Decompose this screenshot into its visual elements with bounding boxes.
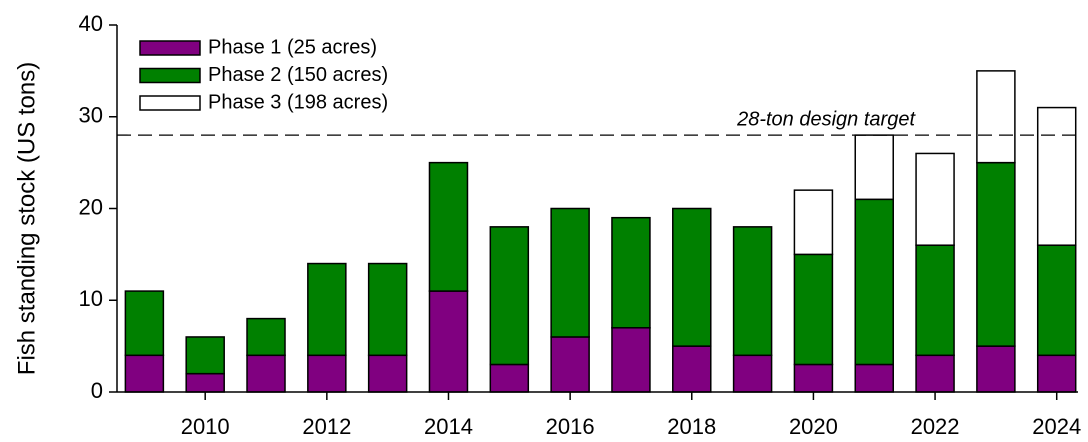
bar-segment [854,363,894,393]
bar-segment [367,262,408,357]
bar-segment [489,363,530,393]
bar-segment [367,354,408,393]
bar-segment [185,372,225,393]
x-tick-label: 2016 [546,414,595,439]
bar-segment [611,327,651,393]
bar-segment [732,354,773,393]
bar-segment [854,134,894,201]
bar-segment [124,290,165,357]
bar-segment [611,216,651,329]
bar-segment [793,189,834,256]
y-tick-label: 0 [91,378,103,403]
bar-segment [915,152,955,246]
bar-segment [915,244,955,357]
bar-segment [1036,354,1077,393]
x-tick-label: 2014 [424,414,473,439]
bar-segment [307,354,347,393]
bar-segment [976,161,1016,347]
x-tick-label: 2018 [667,414,716,439]
bar-segment [672,345,712,393]
y-tick-label: 40 [79,11,103,36]
legend-label: Phase 1 (25 acres) [208,36,377,58]
x-tick-label: 2010 [181,414,230,439]
bar-segment [428,290,469,393]
legend-label: Phase 3 (198 acres) [208,91,388,113]
x-tick-label: 2024 [1032,414,1081,439]
y-axis-label: Fish standing stock (US tons) [13,62,40,375]
bar-segment [915,354,955,393]
bar-segment [307,262,347,357]
bar-segment [793,363,834,393]
x-tick-label: 2022 [911,414,960,439]
bar-segment [550,336,590,393]
bar-segment [428,161,469,292]
legend-swatch [139,67,201,84]
legend-swatch [139,95,201,111]
bar-segment [246,354,286,393]
bar-segment [1036,106,1077,246]
bar-segment [976,345,1016,393]
bar-segment [246,317,286,357]
bar-segment [854,198,894,366]
bar-segment [1036,244,1077,357]
reference-label: 28-ton design target [736,108,916,130]
bar-segment [124,354,165,393]
y-tick-label: 30 [79,103,103,128]
bar-segment [185,336,225,375]
legend-swatch [139,40,201,56]
bar-segment [489,226,530,366]
x-tick-label: 2012 [302,414,351,439]
bar-segment [976,70,1016,164]
x-tick-label: 2020 [789,414,838,439]
bar-segment [793,253,834,366]
bar-segment [732,226,773,357]
y-tick-label: 10 [79,286,103,311]
bar-segment [672,207,712,347]
legend-label: Phase 2 (150 acres) [208,64,388,86]
bar-segment [550,207,590,338]
y-tick-label: 20 [79,194,103,219]
